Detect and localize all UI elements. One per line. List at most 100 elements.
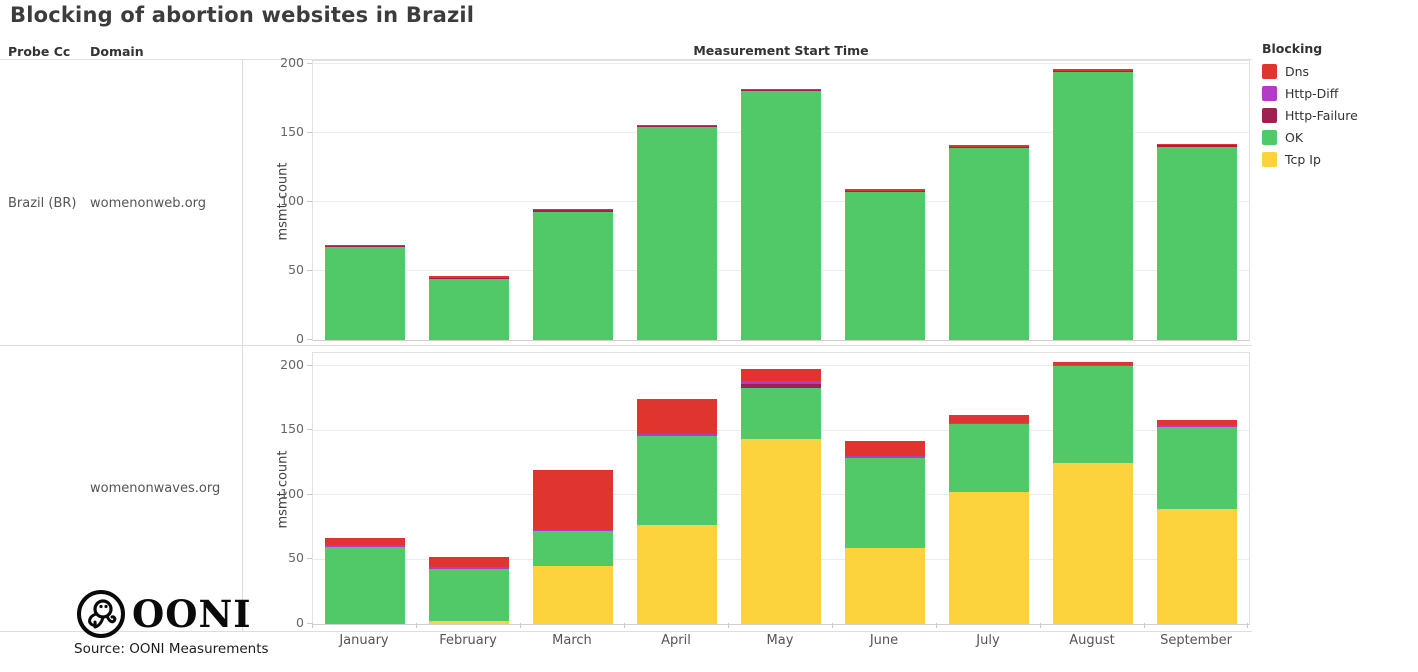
- bar-segment-september-ok[interactable]: [1157, 426, 1237, 510]
- bar-segment-may-tcp-ip[interactable]: [741, 439, 821, 624]
- legend-item-dns[interactable]: Dns: [1262, 60, 1358, 82]
- bar-segment-march-tcp-ip[interactable]: [533, 565, 613, 624]
- bar-segment-september-dns[interactable]: [1157, 420, 1237, 426]
- legend-item-http-failure[interactable]: Http-Failure: [1262, 104, 1358, 126]
- bar-segment-june-tcp-ip[interactable]: [845, 547, 925, 624]
- bar-segment-july-ok[interactable]: [949, 423, 1029, 493]
- legend-item-ok[interactable]: OK: [1262, 126, 1358, 148]
- x-axis-label-july: July: [976, 633, 1000, 648]
- ooni-logo: OONI: [76, 589, 252, 639]
- bar-segment-august-ok[interactable]: [1053, 72, 1133, 340]
- bar-segment-april-http-diff[interactable]: [637, 434, 717, 436]
- bar-segment-september-tcp-ip[interactable]: [1157, 509, 1237, 624]
- bar-segment-august-ok[interactable]: [1053, 365, 1133, 463]
- y-tick-mark: [307, 558, 312, 560]
- bar-segment-january-dns[interactable]: [325, 537, 405, 546]
- bar-segment-april-http-failure[interactable]: [637, 125, 717, 128]
- y-tick-label: 100: [280, 192, 304, 208]
- x-axis-label-january: January: [339, 633, 389, 648]
- legend-item-http-diff[interactable]: Http-Diff: [1262, 82, 1358, 104]
- bar-segment-july-tcp-ip[interactable]: [949, 492, 1029, 624]
- bar-segment-may-dns[interactable]: [741, 88, 821, 91]
- y-tick-mark: [307, 623, 312, 624]
- bar-segment-april-tcp-ip[interactable]: [637, 524, 717, 624]
- bar-segment-april-dns[interactable]: [637, 124, 717, 126]
- bar-chart-womenonwaves: [312, 352, 1250, 625]
- header-divider: [0, 59, 1252, 60]
- x-axis-line: [313, 624, 1249, 625]
- bar-segment-march-http-diff[interactable]: [533, 529, 613, 532]
- ooni-octopus-icon: [77, 590, 125, 638]
- bar-segment-august-dns[interactable]: [1053, 362, 1133, 365]
- y-tick-label: 150: [280, 123, 304, 139]
- bar-segment-july-dns[interactable]: [949, 145, 1029, 147]
- legend-swatch-icon: [1262, 107, 1277, 123]
- bar-segment-june-dns[interactable]: [845, 189, 925, 191]
- y-tick-mark: [307, 429, 312, 431]
- x-axis-label-june: June: [869, 633, 899, 648]
- bar-segment-september-http-failure[interactable]: [1157, 145, 1237, 147]
- bar-segment-april-dns[interactable]: [637, 399, 717, 435]
- y-tick-mark: [307, 131, 312, 133]
- bar-segment-january-http-diff[interactable]: [325, 545, 405, 547]
- bar-segment-july-dns[interactable]: [949, 414, 1029, 423]
- x-axis-label-february: February: [439, 633, 497, 648]
- y-tick-label: 50: [288, 550, 304, 566]
- bar-segment-june-ok[interactable]: [845, 192, 925, 340]
- bar-segment-february-ok[interactable]: [429, 568, 509, 622]
- bar-segment-may-ok[interactable]: [741, 387, 821, 440]
- legend-item-label: Http-Diff: [1285, 85, 1339, 101]
- chart-title: Blocking of abortion websites in Brazil: [10, 3, 475, 27]
- bar-segment-may-http-failure[interactable]: [741, 90, 821, 92]
- y-tick-label: 0: [296, 615, 304, 630]
- bar-segment-june-http-failure[interactable]: [845, 190, 925, 193]
- bar-segment-august-http-diff[interactable]: [1053, 364, 1133, 366]
- bar-segment-june-dns[interactable]: [845, 440, 925, 457]
- bar-chart-womenonweb: [312, 60, 1250, 341]
- bar-segment-may-http-diff[interactable]: [741, 381, 821, 384]
- legend-item-label: Dns: [1285, 63, 1310, 79]
- bar-segment-august-http-failure[interactable]: [1053, 70, 1133, 73]
- bar-segment-march-http-failure[interactable]: [533, 210, 613, 212]
- bar-segment-may-dns[interactable]: [741, 368, 821, 382]
- bar-segment-september-http-diff[interactable]: [1157, 425, 1237, 427]
- bar-segment-february-dns[interactable]: [429, 276, 509, 278]
- x-axis-label-april: April: [661, 633, 691, 648]
- bar-segment-april-ok[interactable]: [637, 127, 717, 340]
- bar-segment-september-dns[interactable]: [1157, 143, 1237, 146]
- bar-segment-february-http-diff[interactable]: [429, 567, 509, 569]
- y-tick-mark: [307, 493, 312, 495]
- y-tick-label: 100: [280, 485, 304, 501]
- x-tick-mark: [832, 623, 833, 628]
- x-tick-mark: [728, 623, 729, 628]
- bar-segment-march-dns[interactable]: [533, 470, 613, 530]
- bar-segment-february-tcp-ip[interactable]: [429, 621, 509, 624]
- bar-segment-may-ok[interactable]: [741, 91, 821, 340]
- bar-segment-january-ok[interactable]: [325, 546, 405, 624]
- bar-segment-february-http-failure[interactable]: [429, 277, 509, 280]
- bar-segment-july-http-failure[interactable]: [949, 146, 1029, 149]
- bar-segment-june-http-diff[interactable]: [845, 456, 925, 458]
- legend-item-tcp-ip[interactable]: Tcp Ip: [1262, 148, 1358, 170]
- legend-item-label: OK: [1285, 129, 1304, 145]
- bar-segment-august-dns[interactable]: [1053, 69, 1133, 71]
- column-header-measurement-start-time: Measurement Start Time: [693, 43, 869, 58]
- bar-segment-april-ok[interactable]: [637, 435, 717, 525]
- bar-segment-july-ok[interactable]: [949, 148, 1029, 340]
- bar-segment-july-http-diff[interactable]: [949, 422, 1029, 424]
- bar-segment-may-http-failure[interactable]: [741, 383, 821, 388]
- bar-segment-march-ok[interactable]: [533, 211, 613, 340]
- bar-segment-january-http-failure[interactable]: [325, 246, 405, 248]
- bar-segment-march-dns[interactable]: [533, 208, 613, 211]
- bar-segment-august-tcp-ip[interactable]: [1053, 462, 1133, 624]
- bar-segment-march-ok[interactable]: [533, 531, 613, 566]
- bar-segment-january-ok[interactable]: [325, 247, 405, 340]
- x-tick-mark: [1040, 623, 1041, 628]
- bar-segment-june-ok[interactable]: [845, 457, 925, 548]
- legend: Blocking Dns Http-Diff Http-Failure OK Tcp I…: [1262, 41, 1358, 170]
- bar-segment-february-ok[interactable]: [429, 279, 509, 340]
- x-axis-line: [313, 340, 1249, 341]
- bar-segment-february-dns[interactable]: [429, 556, 509, 568]
- bar-segment-january-dns[interactable]: [325, 244, 405, 247]
- bar-segment-september-ok[interactable]: [1157, 146, 1237, 340]
